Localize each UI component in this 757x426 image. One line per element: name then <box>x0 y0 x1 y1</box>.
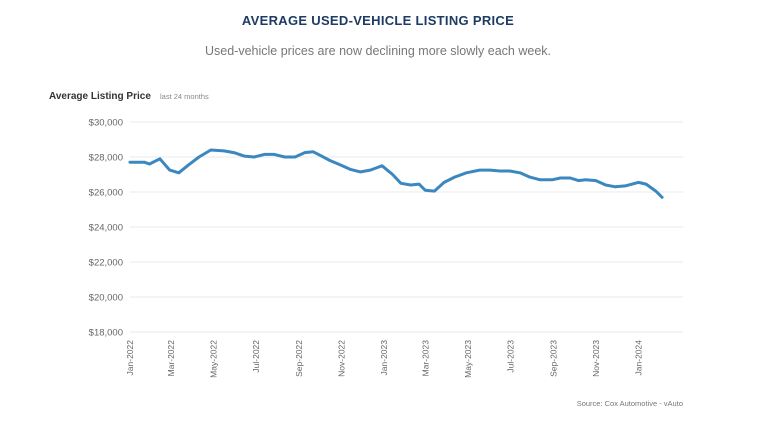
chart-subtitle: Used-vehicle prices are now declining mo… <box>205 44 551 58</box>
x-tick-label: Sep-2022 <box>294 340 304 377</box>
y-axis-label: Average Listing Price <box>49 91 151 102</box>
series-line <box>128 148 664 199</box>
x-tick-label: May-2022 <box>209 340 219 378</box>
y-axis-note: last 24 months <box>160 92 209 101</box>
x-tick-label: Mar-2022 <box>166 340 176 377</box>
y-tick-label: $30,000 <box>89 118 123 129</box>
x-tick-label: Jan-2022 <box>125 340 135 376</box>
x-tick-label: Jan-2023 <box>379 340 389 376</box>
x-tick-label: Sep-2023 <box>548 340 558 377</box>
x-tick-label: Nov-2023 <box>591 340 601 377</box>
x-tick-label: Nov-2022 <box>337 340 347 377</box>
x-tick-label: Mar-2023 <box>420 340 430 377</box>
x-tick-label: Jul-2022 <box>251 340 261 373</box>
y-tick-label: $24,000 <box>89 223 123 234</box>
source-note: Source: Cox Automotive - vAuto <box>577 399 683 408</box>
y-tick-label: $26,000 <box>89 188 123 199</box>
x-tick-label: Jan-2024 <box>633 340 643 376</box>
y-tick-label: $20,000 <box>89 293 123 304</box>
x-tick-label: May-2023 <box>463 340 473 378</box>
y-tick-label: $28,000 <box>89 153 123 164</box>
y-tick-label: $18,000 <box>89 328 123 339</box>
x-tick-label: Jul-2023 <box>505 340 515 373</box>
chart-title: AVERAGE USED-VEHICLE LISTING PRICE <box>242 13 514 28</box>
y-tick-label: $22,000 <box>89 258 123 269</box>
